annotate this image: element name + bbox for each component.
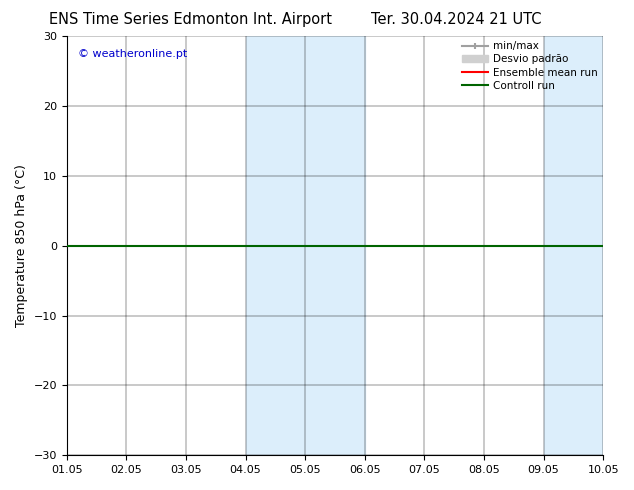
Text: ENS Time Series Edmonton Int. Airport: ENS Time Series Edmonton Int. Airport: [49, 12, 332, 27]
Legend: min/max, Desvio padrão, Ensemble mean run, Controll run: min/max, Desvio padrão, Ensemble mean ru…: [462, 41, 598, 91]
Text: Ter. 30.04.2024 21 UTC: Ter. 30.04.2024 21 UTC: [372, 12, 541, 27]
Text: © weatheronline.pt: © weatheronline.pt: [77, 49, 187, 59]
Y-axis label: Temperature 850 hPa (°C): Temperature 850 hPa (°C): [15, 164, 28, 327]
Bar: [543, 36, 603, 455]
Bar: [245, 36, 365, 455]
